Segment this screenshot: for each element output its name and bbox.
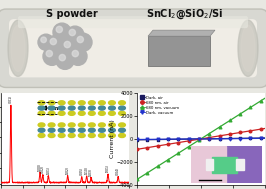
Point (207, 132, 211, 135)
Point (135, 148, 139, 151)
Ellipse shape (8, 20, 28, 76)
Circle shape (47, 35, 65, 53)
Point (248, 137, 253, 140)
Point (248, 106, 253, 109)
Point (207, 136, 211, 139)
Point (156, 138, 160, 141)
Point (217, 134, 222, 137)
Point (228, 137, 232, 140)
Point (176, 141, 180, 144)
Circle shape (59, 54, 65, 61)
Circle shape (77, 36, 84, 43)
Legend: Dark, air, 680 nm, air, 680 nm, vacuum, Dark, vacuum: Dark, air, 680 nm, air, 680 nm, vacuum, … (139, 94, 180, 116)
Y-axis label: Current (nA): Current (nA) (110, 119, 115, 158)
Text: SnCl$_2$@SiO$_2$/Si: SnCl$_2$@SiO$_2$/Si (146, 7, 224, 21)
Point (248, 129, 253, 132)
Point (176, 152, 180, 155)
Point (135, 178, 139, 181)
Point (238, 112, 242, 115)
Polygon shape (148, 30, 215, 36)
Point (197, 139, 201, 142)
Point (156, 138, 160, 141)
FancyBboxPatch shape (9, 19, 257, 77)
Point (197, 137, 201, 140)
Ellipse shape (238, 20, 258, 76)
Point (166, 143, 170, 146)
Text: (102): (102) (66, 166, 70, 174)
Text: (004): (004) (116, 167, 120, 175)
Point (217, 125, 222, 129)
Point (166, 138, 170, 141)
Point (228, 137, 232, 140)
Circle shape (41, 37, 46, 43)
Polygon shape (148, 36, 210, 66)
Text: (110): (110) (85, 166, 89, 174)
Text: (100): (100) (38, 162, 42, 170)
Ellipse shape (11, 25, 25, 71)
Point (166, 158, 170, 161)
Point (238, 137, 242, 140)
Point (197, 138, 201, 141)
Text: (005): (005) (80, 167, 84, 175)
Circle shape (56, 51, 74, 69)
Circle shape (66, 26, 84, 44)
Point (145, 138, 149, 141)
Point (207, 137, 211, 140)
Point (238, 131, 242, 134)
Circle shape (74, 33, 92, 51)
Circle shape (50, 38, 56, 45)
Text: (002): (002) (41, 165, 45, 173)
Ellipse shape (241, 25, 255, 71)
Text: (201): (201) (106, 164, 110, 173)
Point (217, 137, 222, 140)
Point (186, 139, 191, 143)
Point (259, 136, 263, 139)
Text: (103): (103) (89, 168, 93, 176)
Point (135, 138, 139, 141)
Circle shape (38, 34, 54, 50)
Point (156, 165, 160, 168)
Point (259, 99, 263, 102)
Circle shape (43, 47, 61, 65)
FancyBboxPatch shape (18, 16, 248, 28)
Point (176, 138, 180, 141)
FancyBboxPatch shape (0, 9, 266, 88)
Point (186, 138, 191, 141)
Circle shape (64, 41, 70, 48)
Text: (001): (001) (9, 95, 13, 103)
Circle shape (69, 47, 87, 65)
Point (145, 171, 149, 174)
Point (217, 137, 222, 140)
Circle shape (56, 26, 63, 33)
Text: (101): (101) (46, 166, 50, 174)
Point (156, 144, 160, 147)
Point (145, 138, 149, 141)
Point (228, 119, 232, 122)
Point (135, 138, 139, 141)
Circle shape (53, 23, 71, 41)
Point (238, 137, 242, 140)
Point (186, 145, 191, 148)
Point (197, 137, 201, 140)
Point (228, 133, 232, 136)
Point (186, 138, 191, 141)
Point (248, 137, 253, 140)
Point (259, 128, 263, 131)
Circle shape (46, 50, 52, 57)
Point (207, 137, 211, 140)
Circle shape (61, 38, 79, 56)
Point (166, 138, 170, 141)
Point (259, 137, 263, 140)
Circle shape (72, 50, 78, 57)
Circle shape (69, 29, 76, 36)
Point (176, 138, 180, 141)
Text: S powder: S powder (46, 9, 98, 19)
Point (145, 146, 149, 149)
